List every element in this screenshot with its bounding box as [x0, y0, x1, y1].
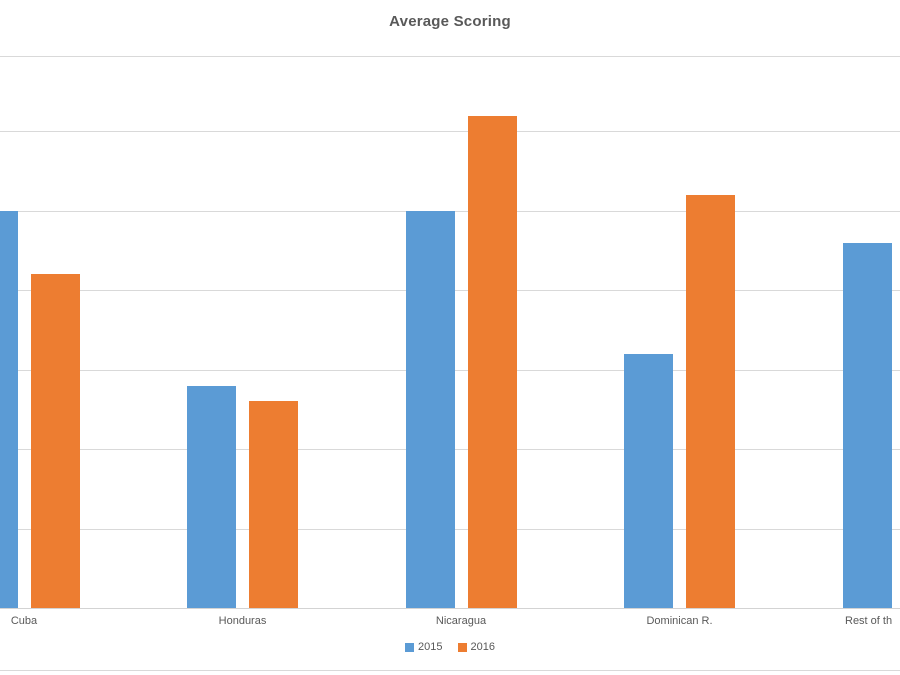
bar-2015-honduras[interactable] — [187, 386, 236, 608]
x-axis-label-honduras: Honduras — [218, 615, 267, 627]
bar-2016-dominican-r[interactable] — [686, 195, 735, 608]
x-axis-line — [0, 608, 900, 609]
bottom-border-line — [0, 670, 900, 671]
legend-label: 2016 — [470, 641, 495, 653]
legend-swatch-icon — [405, 642, 415, 652]
x-axis-label-rest-of-th: Rest of th — [845, 615, 893, 627]
gridline — [0, 56, 900, 57]
bar-2016-nicaragua[interactable] — [467, 116, 517, 608]
chart-title: Average Scoring — [389, 13, 511, 30]
x-axis-label-dominican-r: Dominican R. — [646, 615, 713, 627]
x-axis-label-cuba: Cuba — [10, 615, 38, 627]
x-axis-label-nicaragua: Nicaragua — [435, 615, 487, 627]
legend-swatch-icon — [457, 642, 467, 652]
legend: 2015 2016 — [0, 641, 900, 653]
bar-2015-nicaragua[interactable] — [405, 211, 455, 608]
bar-2016-cuba[interactable] — [30, 274, 80, 608]
legend-item-2015[interactable]: 2015 — [405, 641, 443, 653]
legend-item-2016[interactable]: 2016 — [457, 641, 495, 653]
bar-2015-rest-of-th[interactable] — [842, 243, 892, 608]
legend-label: 2015 — [418, 641, 443, 653]
bar-2016-honduras[interactable] — [249, 401, 298, 608]
gridline — [0, 131, 900, 132]
bar-2015-dominican-r[interactable] — [624, 354, 673, 608]
bar-2015-cuba[interactable] — [0, 211, 18, 608]
